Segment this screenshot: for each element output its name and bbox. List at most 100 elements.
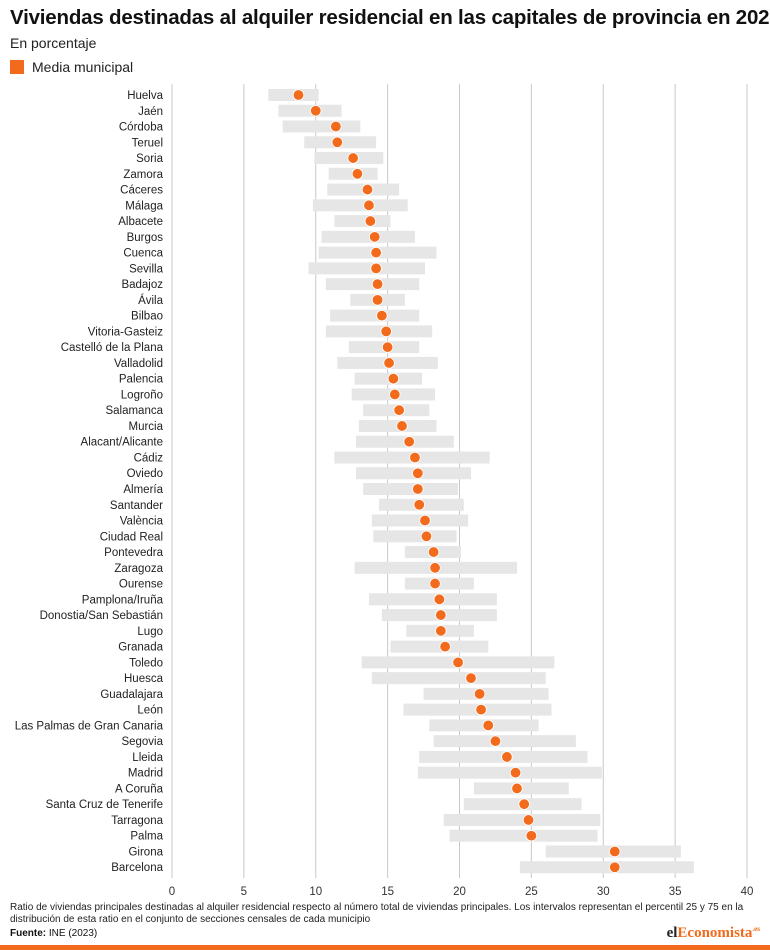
range-dot-chart: Huelva Jaén Córdoba Teruel Soria Zamora Cácere… bbox=[15, 84, 754, 898]
city-label: Valladolid bbox=[114, 358, 163, 370]
mean-dot bbox=[347, 152, 359, 164]
range-bar bbox=[373, 530, 457, 543]
city-labels-layer: Huelva Jaén Córdoba Teruel Soria Zamora Cácere… bbox=[15, 90, 164, 874]
eleconomista-logo: elEconomista.es bbox=[666, 925, 760, 941]
mean-dot bbox=[368, 231, 381, 243]
mean-dot bbox=[435, 625, 447, 637]
city-label: Albacete bbox=[118, 216, 163, 228]
range-bar bbox=[519, 861, 694, 874]
city-label: Jaén bbox=[138, 106, 163, 118]
mean-dot bbox=[330, 120, 342, 133]
city-label: Logroño bbox=[121, 389, 163, 401]
city-label: Madrid bbox=[128, 768, 163, 780]
range-bar bbox=[363, 483, 459, 495]
mean-dot bbox=[518, 798, 530, 810]
mean-dot bbox=[364, 215, 377, 227]
mean-dot bbox=[433, 593, 446, 606]
mean-dot bbox=[389, 388, 401, 401]
city-label: Pamplona/Iruña bbox=[82, 594, 164, 606]
city-label: Burgos bbox=[127, 232, 164, 244]
city-label: València bbox=[120, 516, 164, 528]
mean-dot bbox=[475, 703, 487, 716]
x-tick-label: 15 bbox=[381, 886, 394, 898]
legend: Media municipal bbox=[10, 59, 133, 75]
mean-dot bbox=[439, 640, 451, 653]
mean-dot bbox=[409, 451, 421, 464]
range-bar bbox=[423, 687, 549, 700]
range-bar bbox=[334, 215, 391, 228]
range-bar bbox=[330, 309, 420, 322]
mean-dot bbox=[381, 341, 394, 353]
mean-dot bbox=[429, 562, 441, 574]
source-text: INE (2023) bbox=[48, 928, 98, 939]
mean-dot bbox=[473, 688, 486, 700]
city-label: Palma bbox=[130, 831, 163, 843]
x-tick-label: 5 bbox=[241, 886, 247, 898]
footnote: Ratio de viviendas principales destinada… bbox=[10, 902, 744, 925]
mean-dot bbox=[501, 751, 513, 763]
city-label: Almería bbox=[123, 484, 163, 496]
mean-dot bbox=[511, 782, 523, 795]
city-label: Córdoba bbox=[119, 122, 164, 134]
range-bar bbox=[368, 593, 497, 606]
range-bars-layer bbox=[268, 89, 694, 874]
mean-dot bbox=[393, 404, 405, 416]
city-label: Segovia bbox=[121, 736, 163, 748]
mean-dot bbox=[419, 514, 431, 527]
x-tick-label: 0 bbox=[169, 886, 175, 898]
chart-subtitle: En porcentaje bbox=[10, 35, 97, 51]
mean-dot bbox=[396, 420, 408, 432]
mean-dot bbox=[292, 89, 305, 101]
range-bar bbox=[308, 262, 425, 275]
mean-dot bbox=[361, 183, 374, 196]
x-tick-label: 30 bbox=[597, 886, 610, 898]
x-tick-label: 20 bbox=[453, 886, 466, 898]
range-bar bbox=[371, 672, 546, 685]
mean-dot bbox=[387, 372, 400, 385]
city-label: Murcia bbox=[128, 421, 163, 433]
city-label: Bilbao bbox=[131, 311, 163, 323]
x-tick-label: 40 bbox=[741, 886, 754, 898]
mean-dot bbox=[376, 309, 388, 322]
range-bar bbox=[390, 640, 489, 653]
city-label: Zamora bbox=[123, 169, 163, 181]
range-bar bbox=[278, 104, 342, 117]
mean-dot bbox=[363, 199, 375, 212]
city-label: Tarragona bbox=[111, 815, 163, 827]
city-label: Castelló de la Plana bbox=[61, 342, 164, 354]
mean-dot bbox=[412, 483, 424, 495]
city-label: Toledo bbox=[129, 657, 163, 669]
range-bar bbox=[282, 120, 361, 133]
city-label: Cáceres bbox=[120, 185, 163, 197]
city-label: Cuenca bbox=[123, 248, 163, 260]
mean-dot bbox=[351, 168, 364, 180]
mean-dot bbox=[371, 294, 384, 306]
city-label: Girona bbox=[128, 846, 163, 858]
city-label: Santa Cruz de Tenerife bbox=[46, 799, 163, 811]
city-label: Santander bbox=[110, 500, 163, 512]
mean-dot bbox=[403, 436, 415, 448]
mean-dot bbox=[413, 499, 425, 511]
range-bar bbox=[443, 813, 601, 826]
mean-dot bbox=[435, 609, 447, 621]
mean-dot bbox=[609, 861, 621, 873]
mean-dot bbox=[370, 246, 382, 259]
mean-dot bbox=[609, 845, 621, 858]
source-label: Fuente: bbox=[10, 928, 47, 939]
city-label: Lugo bbox=[137, 626, 163, 638]
mean-dot bbox=[482, 719, 494, 732]
mean-dot bbox=[383, 357, 395, 369]
mean-dot bbox=[370, 262, 382, 275]
city-label: Málaga bbox=[125, 200, 163, 212]
mean-dot bbox=[331, 136, 344, 148]
city-label: Pontevedra bbox=[104, 547, 163, 559]
mean-dot bbox=[427, 546, 440, 558]
mean-dot bbox=[522, 814, 535, 826]
mean-dot bbox=[489, 735, 502, 747]
city-label: Salamanca bbox=[105, 405, 163, 417]
city-label: Barcelona bbox=[111, 862, 163, 874]
x-axis-ticks-layer: 0 5 10 15 20 25 30 35 40 bbox=[169, 886, 754, 898]
mean-dot bbox=[310, 105, 322, 117]
city-label: Teruel bbox=[132, 137, 163, 149]
city-label: León bbox=[137, 705, 163, 717]
